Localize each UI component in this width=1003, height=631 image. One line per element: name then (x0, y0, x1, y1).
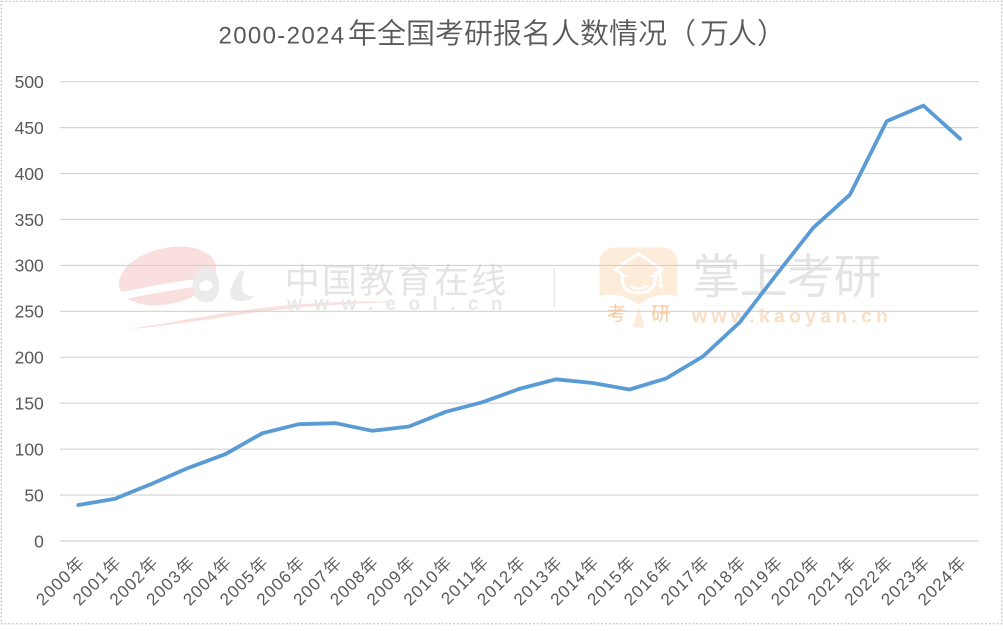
svg-text:www.eol.cn: www.eol.cn (286, 294, 515, 315)
svg-text:50: 50 (24, 485, 44, 505)
svg-text:www.kaoyan.cn: www.kaoyan.cn (691, 306, 892, 328)
svg-text:0: 0 (34, 531, 44, 551)
svg-text:350: 350 (15, 210, 44, 230)
svg-text:2000-2024: 2000-2024 (219, 23, 346, 50)
svg-text:500: 500 (15, 72, 44, 92)
svg-text:200: 200 (15, 348, 44, 368)
svg-text:450: 450 (15, 118, 44, 138)
svg-text:300: 300 (15, 256, 44, 276)
svg-text:400: 400 (15, 164, 44, 184)
svg-text:150: 150 (15, 394, 44, 414)
svg-text:100: 100 (15, 439, 44, 459)
svg-text:250: 250 (15, 302, 44, 322)
